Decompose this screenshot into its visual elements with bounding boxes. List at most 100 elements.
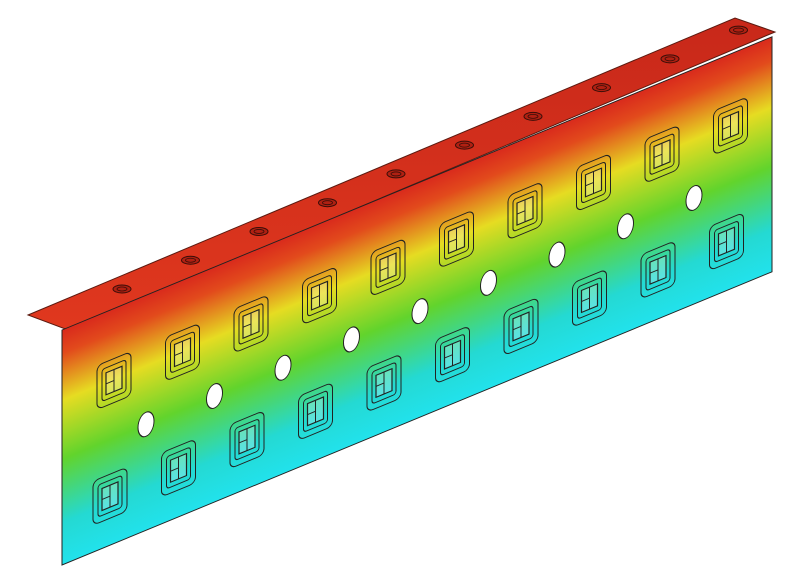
embossed-window [572, 270, 607, 326]
window-mid [718, 105, 743, 147]
window-outer [92, 468, 128, 524]
round-hole [343, 326, 360, 353]
round-hole [411, 298, 429, 325]
window-mid [375, 246, 401, 288]
embossed-window [503, 298, 539, 355]
window-outer [233, 296, 269, 352]
window-outer [713, 98, 748, 154]
embossed-window [370, 239, 406, 295]
flange-hole-inner [733, 27, 744, 33]
window-bar [581, 297, 590, 302]
window-bar [376, 382, 384, 387]
window-bar [650, 269, 658, 274]
window-bar [311, 295, 320, 300]
flange-hole [455, 140, 474, 150]
window-outer [96, 352, 132, 409]
flange-hole [729, 25, 748, 35]
round-hole [480, 269, 497, 296]
window-bar [174, 351, 183, 357]
round-hole [685, 184, 703, 211]
embossed-window [233, 296, 269, 352]
window-bar [106, 380, 114, 385]
window-outer [302, 268, 337, 324]
embossed-window [229, 412, 265, 468]
window-bar [307, 410, 316, 416]
window-bar [170, 467, 179, 472]
embossed-window [92, 468, 128, 524]
flange-hole [318, 198, 337, 208]
flange-hole-inner [322, 200, 333, 206]
embossed-window [161, 440, 196, 496]
window-bar [585, 181, 594, 187]
flange-hole-inner [116, 286, 128, 292]
flange-hole [112, 284, 132, 294]
window-bar [718, 241, 727, 246]
window-outer [640, 242, 676, 298]
window-outer [576, 154, 611, 211]
window-mid [101, 360, 127, 402]
embossed-window [302, 268, 337, 324]
window-outer [572, 270, 607, 326]
embossed-window [713, 98, 748, 154]
window-mid [577, 277, 602, 319]
embossed-window [644, 126, 680, 182]
window-outer [298, 383, 333, 439]
flange-hole-inner [664, 56, 676, 62]
window-mid [97, 475, 123, 517]
window-mid [508, 305, 534, 347]
embossed-window [298, 383, 333, 439]
embossed-window [366, 355, 402, 411]
window-bar [517, 210, 525, 215]
embossed-window [640, 242, 676, 298]
window-outer [161, 440, 196, 496]
window-outer [503, 298, 539, 355]
window-bar [243, 323, 251, 328]
window-mid [581, 161, 606, 203]
embossed-window [709, 213, 744, 270]
flange-hole-inner [527, 113, 539, 119]
window-outer [370, 239, 406, 295]
flange-hole-inner [390, 171, 402, 177]
window-bar [239, 439, 247, 444]
window-outer [229, 412, 265, 468]
round-hole [206, 383, 223, 410]
window-outer [709, 213, 744, 270]
embossed-window [165, 324, 200, 380]
flange-hole-inner [459, 142, 470, 148]
flange-hole [386, 169, 406, 179]
embossed-window [576, 154, 611, 211]
window-outer [165, 324, 200, 380]
front-face [61, 36, 773, 566]
window-outer [439, 211, 474, 267]
flange-hole [660, 54, 680, 64]
window-mid [166, 447, 191, 489]
flange-hole [523, 111, 543, 121]
round-hole [548, 241, 566, 268]
round-hole [137, 411, 155, 438]
window-bar [722, 125, 731, 130]
flange-hole-inner [185, 257, 196, 263]
embossed-window [507, 183, 543, 239]
flange-hole-inner [596, 85, 607, 91]
embossed-window [439, 211, 474, 267]
window-mid [645, 249, 671, 291]
window-bar [444, 354, 453, 359]
window-bar [102, 495, 110, 500]
window-outer [435, 327, 470, 383]
embossed-window [96, 352, 132, 409]
window-bar [654, 153, 662, 159]
window-outer [507, 183, 543, 239]
flange-hole [249, 226, 269, 236]
window-outer [644, 126, 680, 182]
flange-hole [592, 83, 611, 93]
flange-hole [181, 255, 200, 265]
window-mid [234, 419, 260, 461]
window-mid [170, 331, 195, 373]
embossed-window [435, 327, 470, 383]
window-outer [366, 355, 402, 411]
window-mid [512, 190, 538, 232]
window-mid [444, 218, 469, 260]
window-mid [440, 334, 465, 376]
